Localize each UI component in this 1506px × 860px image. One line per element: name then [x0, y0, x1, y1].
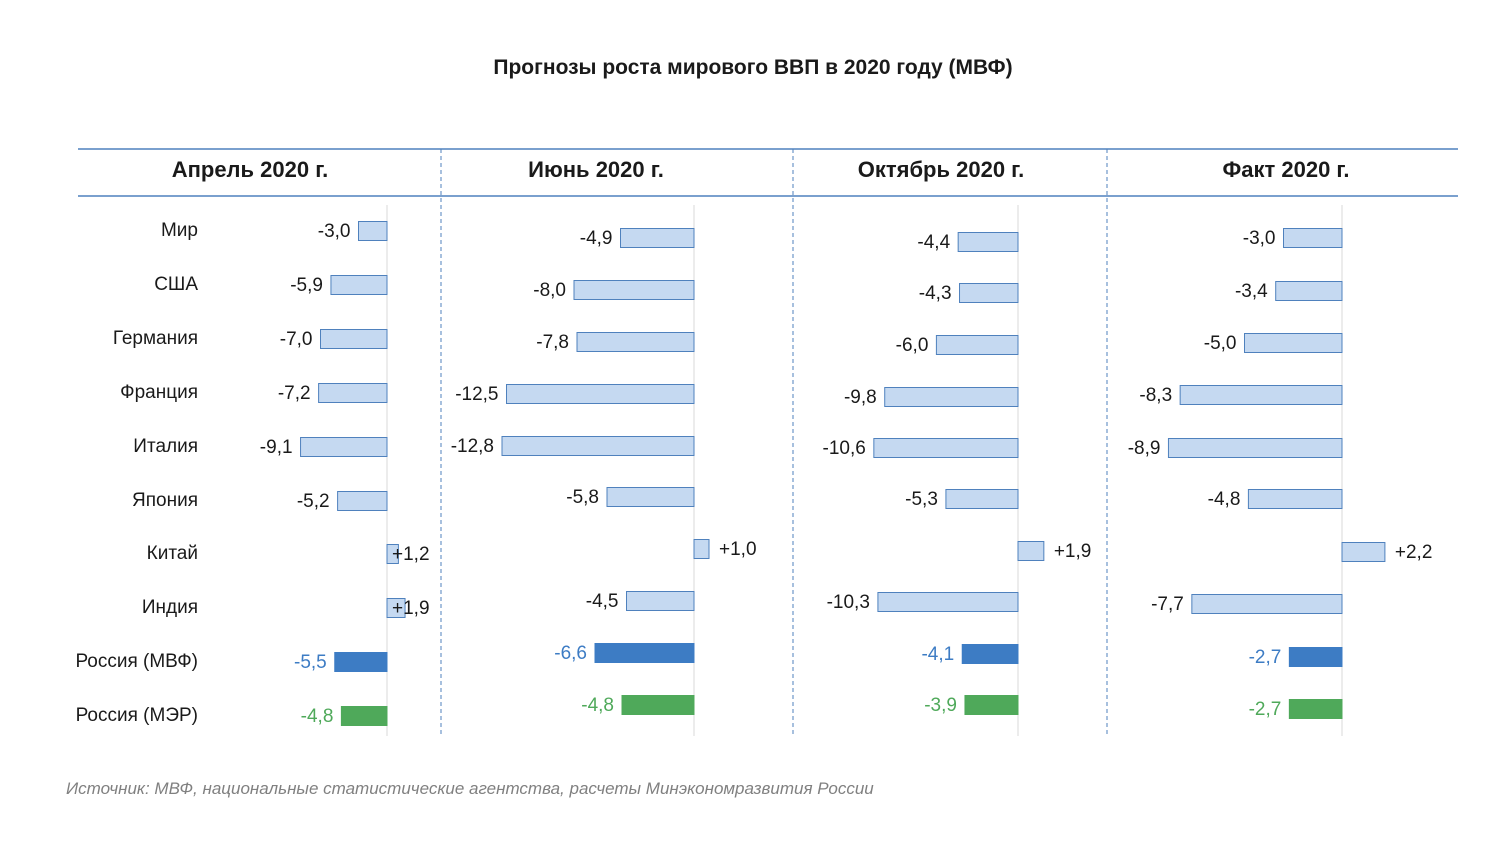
- data-label: -4,8: [1208, 489, 1241, 510]
- bar: [340, 706, 388, 726]
- category-label: Китай: [147, 543, 198, 564]
- bar: [358, 221, 388, 241]
- bar: [1247, 489, 1343, 509]
- bar: [959, 283, 1019, 303]
- data-label: -4,9: [580, 228, 613, 249]
- bar: [1288, 647, 1343, 667]
- bar: [573, 280, 695, 300]
- category-label: Россия (МВФ): [75, 651, 198, 672]
- data-label: -5,0: [1204, 333, 1237, 354]
- chart-title: Прогнозы роста мирового ВВП в 2020 году …: [493, 56, 1013, 79]
- data-label: -8,0: [533, 280, 566, 301]
- bar: [957, 232, 1019, 252]
- bar: [386, 598, 406, 618]
- data-label: -4,1: [921, 644, 954, 665]
- data-label: -3,4: [1235, 281, 1268, 302]
- bar: [576, 332, 695, 352]
- data-label: -7,0: [280, 329, 313, 350]
- bar: [1179, 385, 1343, 405]
- data-label: -12,5: [455, 384, 498, 405]
- data-label: -12,8: [451, 436, 494, 457]
- bar: [877, 592, 1019, 612]
- category-label: США: [154, 274, 198, 295]
- bar: [1341, 542, 1386, 562]
- data-label: -2,7: [1249, 699, 1282, 720]
- data-label: -6,0: [896, 335, 929, 356]
- data-label: -7,7: [1151, 594, 1184, 615]
- bar: [506, 384, 695, 404]
- category-label: Италия: [133, 436, 198, 457]
- data-label: -4,5: [586, 591, 619, 612]
- data-label: -10,6: [823, 438, 866, 459]
- panel-header: Июнь 2020 г.: [528, 157, 664, 182]
- data-label: +1,9: [392, 598, 430, 619]
- bar: [318, 383, 388, 403]
- data-label: -5,2: [297, 491, 330, 512]
- panel-header: Апрель 2020 г.: [172, 157, 329, 182]
- category-label: Мир: [161, 220, 198, 241]
- bar: [1288, 699, 1343, 719]
- data-label: +1,9: [1054, 541, 1092, 562]
- data-label: -8,3: [1139, 385, 1172, 406]
- data-label: -8,9: [1128, 438, 1161, 459]
- data-label: -2,7: [1249, 647, 1282, 668]
- bar: [606, 487, 695, 507]
- data-label: -7,8: [536, 332, 569, 353]
- category-label: Япония: [132, 490, 198, 511]
- data-label: -9,8: [844, 387, 877, 408]
- bar: [501, 436, 695, 456]
- data-label: +1,0: [719, 539, 757, 560]
- data-label: -10,3: [827, 592, 870, 613]
- bar: [945, 489, 1019, 509]
- data-label: -6,6: [554, 643, 587, 664]
- data-label: -3,0: [318, 221, 351, 242]
- data-label: +2,2: [1395, 542, 1433, 563]
- bar: [873, 438, 1019, 458]
- category-label: Германия: [113, 328, 198, 349]
- category-label: Индия: [142, 597, 198, 618]
- bar: [1283, 228, 1343, 248]
- data-label: +1,2: [392, 544, 430, 565]
- data-label: -4,3: [919, 283, 952, 304]
- data-label: -4,8: [581, 695, 614, 716]
- panel-header: Октябрь 2020 г.: [858, 157, 1025, 182]
- data-label: -4,4: [917, 232, 950, 253]
- bar: [1275, 281, 1343, 301]
- bar: [320, 329, 388, 349]
- bar: [330, 275, 388, 295]
- data-label: -5,8: [566, 487, 599, 508]
- bar: [964, 695, 1019, 715]
- bar: [386, 544, 399, 564]
- bar: [334, 652, 388, 672]
- bar: [693, 539, 710, 559]
- bar: [961, 644, 1019, 664]
- bar: [1244, 333, 1343, 353]
- source-note: Источник: МВФ, национальные статистическ…: [66, 779, 874, 798]
- bar: [884, 387, 1019, 407]
- data-label: -4,8: [301, 706, 334, 727]
- data-label: -9,1: [260, 437, 293, 458]
- bar: [1191, 594, 1343, 614]
- bar: [621, 695, 695, 715]
- data-label: -5,3: [905, 489, 938, 510]
- category-label: Россия (МЭР): [76, 705, 198, 726]
- bar: [620, 228, 695, 248]
- bar: [337, 491, 388, 511]
- data-label: -5,9: [290, 275, 323, 296]
- data-label: -5,5: [294, 652, 327, 673]
- data-label: -3,0: [1243, 228, 1276, 249]
- bar: [1167, 438, 1343, 458]
- data-label: -3,9: [924, 695, 957, 716]
- bar: [594, 643, 695, 663]
- category-label: Франция: [120, 382, 198, 403]
- bar: [1017, 541, 1045, 561]
- panel-header: Факт 2020 г.: [1222, 157, 1349, 182]
- data-label: -7,2: [278, 383, 311, 404]
- bar: [935, 335, 1019, 355]
- bar: [300, 437, 388, 457]
- bar: [626, 591, 695, 611]
